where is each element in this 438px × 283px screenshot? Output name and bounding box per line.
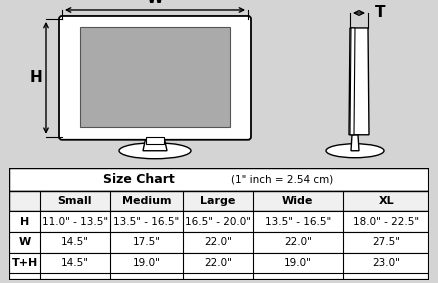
Polygon shape bbox=[143, 137, 167, 151]
Text: 13.5" - 16.5": 13.5" - 16.5" bbox=[113, 217, 180, 227]
Text: 14.5": 14.5" bbox=[61, 237, 89, 247]
Text: H: H bbox=[20, 217, 29, 227]
Text: Large: Large bbox=[200, 196, 236, 206]
Bar bbox=[9, 232, 429, 253]
Ellipse shape bbox=[119, 143, 191, 159]
Text: 23.0": 23.0" bbox=[372, 258, 400, 268]
Ellipse shape bbox=[326, 144, 384, 158]
Bar bbox=[9, 168, 429, 191]
Bar bbox=[146, 137, 164, 144]
Text: T: T bbox=[375, 5, 385, 20]
Text: 22.0": 22.0" bbox=[204, 258, 232, 268]
Text: 14.5": 14.5" bbox=[61, 258, 89, 268]
Bar bbox=[9, 211, 429, 232]
Text: Wide: Wide bbox=[282, 196, 314, 206]
Text: 19.0": 19.0" bbox=[133, 258, 160, 268]
Text: 27.5": 27.5" bbox=[372, 237, 400, 247]
Text: Medium: Medium bbox=[122, 196, 171, 206]
Text: 16.5" - 20.0": 16.5" - 20.0" bbox=[185, 217, 251, 227]
Text: W: W bbox=[147, 0, 163, 6]
Polygon shape bbox=[350, 28, 355, 135]
Text: Size Chart: Size Chart bbox=[103, 173, 175, 186]
Text: 18.0" - 22.5": 18.0" - 22.5" bbox=[353, 217, 419, 227]
Text: 22.0": 22.0" bbox=[204, 237, 232, 247]
Text: Small: Small bbox=[58, 196, 92, 206]
Text: W: W bbox=[18, 237, 31, 247]
Text: H: H bbox=[30, 70, 42, 85]
Text: 19.0": 19.0" bbox=[284, 258, 312, 268]
Bar bbox=[9, 253, 429, 273]
Text: (1" inch = 2.54 cm): (1" inch = 2.54 cm) bbox=[231, 175, 333, 185]
Text: 22.0": 22.0" bbox=[284, 237, 312, 247]
Text: T+H: T+H bbox=[11, 258, 38, 268]
Polygon shape bbox=[349, 28, 369, 135]
Bar bbox=[80, 27, 230, 127]
Text: XL: XL bbox=[378, 196, 394, 206]
Text: 17.5": 17.5" bbox=[132, 237, 160, 247]
Polygon shape bbox=[351, 135, 359, 151]
Bar bbox=[9, 191, 429, 211]
FancyBboxPatch shape bbox=[59, 16, 251, 140]
Text: 13.5" - 16.5": 13.5" - 16.5" bbox=[265, 217, 331, 227]
Text: 11.0" - 13.5": 11.0" - 13.5" bbox=[42, 217, 108, 227]
